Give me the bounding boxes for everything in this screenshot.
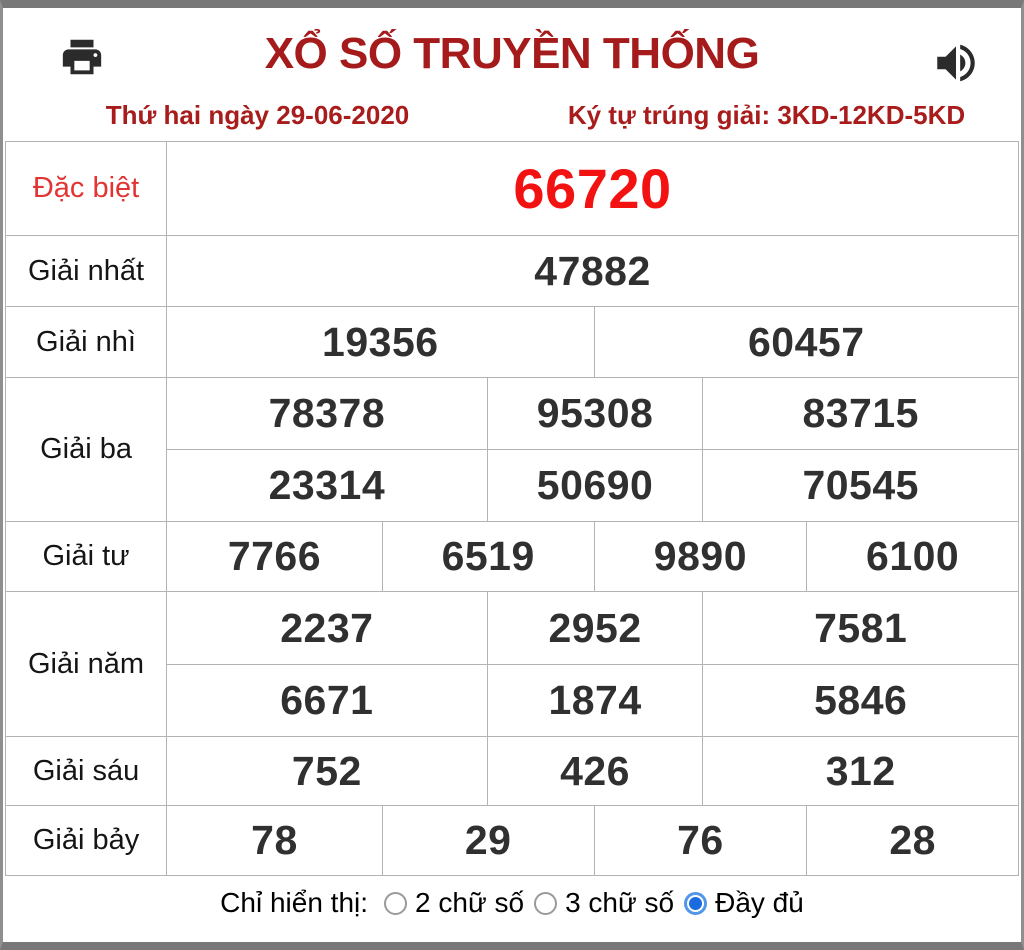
prize-row-giai-ba-2: 23314 50690 70545 [6, 449, 1019, 522]
prize-row-giai-nhat: Giải nhất 47882 [4, 235, 1019, 307]
prize-label-giai-nhat: Giải nhất [4, 235, 168, 307]
prize-value: 78 [166, 805, 383, 876]
radio-icon[interactable] [534, 891, 558, 915]
prize-value: 2952 [486, 591, 704, 665]
prize-value: 6100 [806, 521, 1019, 592]
prize-label-giai-bay: Giải bảy [4, 805, 168, 876]
prize-value: 83715 [702, 377, 1019, 450]
sound-button[interactable] [931, 38, 981, 88]
prize-value: 47882 [166, 235, 1019, 307]
prize-label-giai-sau: Giải sáu [4, 736, 168, 806]
prize-row-giai-tu: Giải tư 7766 6519 9890 6100 [4, 521, 1019, 592]
prize-label-dac-biet: Đặc biệt [4, 141, 168, 236]
prize-value: 9890 [593, 521, 808, 592]
prize-label-giai-tu: Giải tư [4, 521, 168, 592]
prize-value: 6671 [166, 664, 488, 737]
filter-option-label: Đầy đủ [715, 887, 804, 918]
prize-value: 28 [806, 805, 1019, 876]
filter-option-2-digits[interactable]: 2 chữ số [384, 887, 524, 919]
prize-row-dac-biet: Đặc biệt 66720 [4, 141, 1019, 236]
prize-label-giai-ba: Giải ba [4, 377, 168, 522]
results-table-wrap: Đặc biệt 66720 Giải nhất 47882 Giải nhì … [3, 141, 1021, 876]
filter-option-full[interactable]: Đầy đủ [684, 887, 804, 919]
display-filter: Chỉ hiển thị: 2 chữ số 3 chữ số Đầy đủ [3, 876, 1021, 930]
prize-value: 78378 [166, 377, 488, 450]
prize-value: 7766 [166, 521, 383, 592]
header: XỔ SỐ TRUYỀN THỐNG [3, 8, 1021, 100]
prize-value: 76 [593, 805, 808, 876]
prize-row-giai-ba-1: Giải ba 78378 95308 83715 [4, 377, 1019, 522]
filter-label: Chỉ hiển thị: [220, 887, 369, 918]
prize-value: 66720 [166, 141, 1019, 236]
prize-value: 7581 [702, 591, 1019, 665]
prize-value: 752 [166, 736, 488, 806]
prize-value: 60457 [593, 306, 1020, 378]
prize-value: 50690 [486, 449, 704, 522]
prize-row-giai-nhi: Giải nhì 19356 60457 [4, 306, 1020, 378]
subheader: Thứ hai ngày 29-06-2020 Ký tự trúng giải… [3, 100, 1021, 141]
prize-value: 5846 [702, 664, 1019, 737]
prize-row-giai-bay: Giải bảy 78 29 76 28 [4, 805, 1019, 876]
prize-label-giai-nhi: Giải nhì [4, 306, 168, 378]
results-table: Đặc biệt 66720 Giải nhất 47882 Giải nhì … [4, 141, 1020, 876]
filter-option-label: 2 chữ số [415, 887, 525, 918]
printer-icon [59, 39, 105, 83]
radio-icon[interactable] [684, 891, 708, 915]
prize-value: 6519 [381, 521, 595, 592]
prize-value: 312 [702, 736, 1019, 806]
prize-value: 95308 [486, 377, 704, 450]
filter-option-3-digits[interactable]: 3 chữ số [534, 887, 674, 919]
radio-icon[interactable] [384, 891, 408, 915]
prize-value: 1874 [486, 664, 704, 737]
prize-row-giai-nam-1: Giải năm 2237 2952 7581 [4, 591, 1019, 737]
filter-option-label: 3 chữ số [565, 887, 675, 918]
prize-value: 70545 [702, 449, 1019, 522]
prize-value: 29 [381, 805, 595, 876]
prize-value: 426 [486, 736, 704, 806]
winning-key: Ký tự trúng giải: 3KD-12KD-5KD [567, 100, 966, 130]
print-button[interactable] [59, 34, 105, 80]
prize-row-giai-sau: Giải sáu 752 426 312 [4, 736, 1019, 806]
prize-value: 19356 [166, 306, 595, 378]
prize-label-giai-nam: Giải năm [4, 591, 168, 737]
page-title: XỔ SỐ TRUYỀN THỐNG [264, 29, 760, 78]
speaker-icon [931, 44, 981, 91]
prize-value: 23314 [166, 449, 488, 522]
draw-date: Thứ hai ngày 29-06-2020 [105, 100, 410, 130]
prize-row-giai-nam-2: 6671 1874 5846 [6, 664, 1019, 737]
prize-value: 2237 [166, 591, 488, 665]
